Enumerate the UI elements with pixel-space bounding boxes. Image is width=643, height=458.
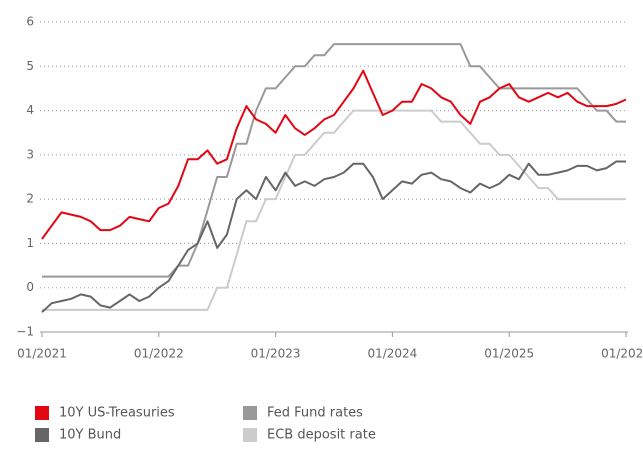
- y-tick-label: 6: [26, 15, 34, 29]
- legend-label: Fed Fund rates: [267, 406, 363, 421]
- y-tick-label: 0: [26, 280, 34, 294]
- y-tick-label: 3: [26, 147, 34, 161]
- series-line: [41, 69, 627, 240]
- legend-label: ECB deposit rate: [267, 428, 376, 443]
- x-tick-label: 01/2026: [601, 347, 643, 361]
- x-tick-label: 01/2025: [484, 347, 534, 361]
- series-line: [42, 43, 626, 278]
- x-tick-label: 01/2023: [251, 347, 301, 361]
- y-tick-label: −1: [16, 325, 34, 339]
- legend-swatch: [243, 428, 257, 442]
- legend-label: 10Y Bund: [59, 428, 121, 443]
- y-tick-label: 4: [26, 103, 34, 117]
- x-tick-label: 01/2024: [367, 347, 417, 361]
- legend-swatch: [243, 406, 257, 420]
- y-tick-label: 2: [26, 192, 34, 206]
- series-line: [41, 160, 626, 313]
- x-tick-label: 01/2021: [17, 347, 67, 361]
- x-tick-label: 01/2022: [134, 347, 184, 361]
- legend-swatch: [35, 428, 49, 442]
- legend-swatch: [35, 406, 49, 420]
- legend-label: 10Y US-Treasuries: [59, 406, 175, 421]
- y-tick-label: 1: [26, 236, 34, 250]
- y-tick-label: 5: [26, 59, 34, 73]
- series-line: [42, 109, 626, 311]
